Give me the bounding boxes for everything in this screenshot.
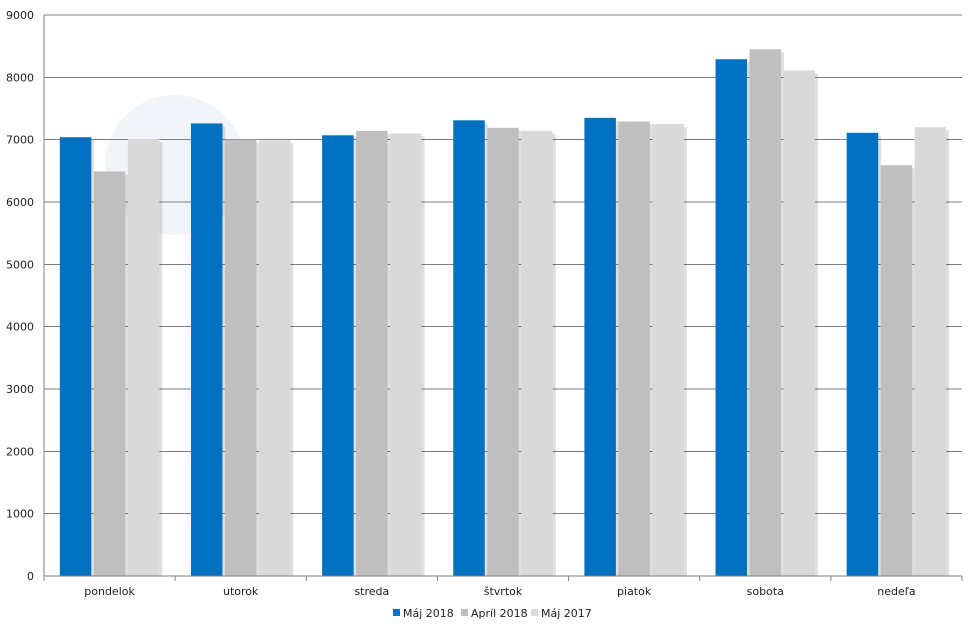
bar-maj-2018 [322, 135, 354, 576]
axes [43, 15, 962, 577]
bar-maj-2018 [453, 120, 485, 577]
bar-april-2018 [93, 171, 126, 576]
legend-swatch [531, 609, 538, 616]
y-tick-label: 6000 [6, 196, 34, 209]
bar-maj-2018 [715, 59, 748, 577]
x-tick-label: štvrtok [484, 585, 523, 598]
bar-april-2018 [487, 127, 519, 576]
y-tick-label: 0 [27, 570, 34, 583]
bar-maj-2018 [190, 123, 223, 577]
bar-april-2018 [880, 165, 913, 576]
y-tick-label: 9000 [6, 9, 34, 22]
x-tick-label: utorok [223, 585, 259, 598]
x-axis-ticks: pondelok utorok streda štvrtok piatok sobota n… [43, 576, 963, 598]
bar-maj-2017 [258, 140, 291, 577]
bar-maj-2017 [521, 130, 553, 576]
x-tick-label: nedeľa [877, 585, 915, 598]
bar-maj-2017 [390, 133, 422, 576]
y-tick-label: 2000 [6, 445, 34, 458]
y-tick-label: 7000 [6, 134, 34, 147]
y-tick-label: 5000 [6, 258, 34, 271]
y-tick-label: 1000 [6, 508, 34, 521]
bar-maj-2017 [914, 127, 947, 576]
legend-label: Máj 2018 [403, 607, 454, 620]
bar-maj-2018 [846, 132, 879, 576]
bar-april-2018 [224, 139, 257, 576]
x-tick-label: sobota [747, 585, 784, 598]
x-tick-label: piatok [617, 585, 652, 598]
y-axis-ticks: 0 1000 2000 3000 4000 5000 6000 7000 8000 9000 [6, 9, 34, 583]
bar-maj-2017 [127, 139, 160, 576]
bar-maj-2017 [652, 124, 684, 576]
y-tick-label: 3000 [6, 383, 34, 396]
bar-maj-2017 [783, 70, 816, 576]
legend-swatch [461, 609, 468, 616]
legend: Máj 2018 Apríl 2018 Máj 2017 [393, 607, 592, 620]
bar-maj-2018 [59, 137, 92, 576]
y-tick-label: 8000 [6, 71, 34, 84]
legend-label: Apríl 2018 [471, 607, 528, 620]
bars [59, 49, 950, 577]
y-tick-label: 4000 [6, 321, 34, 334]
x-tick-label: streda [354, 585, 389, 598]
bar-maj-2018 [584, 117, 616, 576]
bar-april-2018 [356, 130, 388, 576]
legend-label: Máj 2017 [541, 607, 592, 620]
bar-april-2018 [749, 49, 782, 577]
legend-swatch [393, 609, 400, 616]
x-tick-label: pondelok [84, 585, 135, 598]
bar-april-2018 [618, 121, 650, 576]
